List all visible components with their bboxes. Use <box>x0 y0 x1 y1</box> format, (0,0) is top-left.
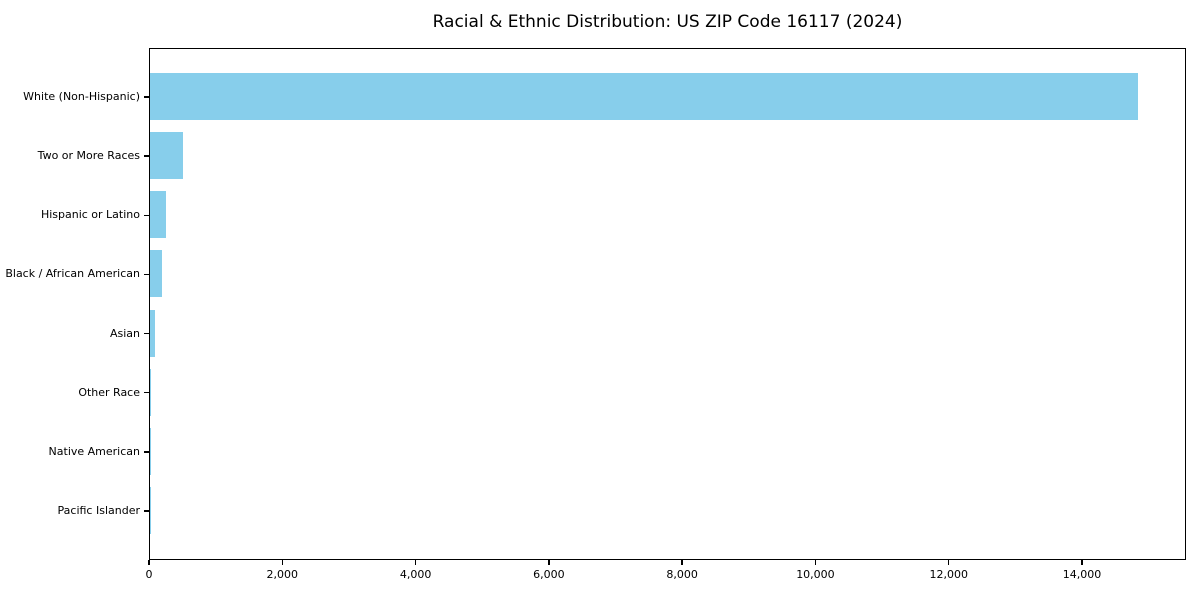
y-tick-label: Asian <box>109 326 140 340</box>
bars-layer <box>150 49 1185 559</box>
x-tick-mark <box>548 560 550 565</box>
x-tick-label: 0 <box>145 568 153 581</box>
y-tick-mark <box>144 155 149 157</box>
x-tick-mark <box>1081 560 1083 565</box>
y-tick-label: White (Non-Hispanic) <box>23 90 140 103</box>
bar-other-race <box>150 368 151 416</box>
bar-asian <box>150 309 155 357</box>
x-tick-mark <box>148 560 150 565</box>
y-tick-mark <box>144 451 149 453</box>
x-tick-label: 14,000 <box>1062 568 1102 581</box>
x-tick-mark <box>814 560 817 565</box>
x-tick-mark <box>681 560 683 565</box>
y-tick-label: Native American <box>48 444 140 458</box>
bar-black-african-american <box>150 250 162 298</box>
plot-area <box>149 48 1186 560</box>
bar-hispanic-or-latino <box>150 191 167 239</box>
x-tick-label: 6,000 <box>533 568 565 581</box>
y-tick-mark <box>144 273 149 276</box>
bar-white-non-hispanic <box>150 73 1138 120</box>
x-tick-label: 2,000 <box>266 568 299 581</box>
x-tick-label: 8,000 <box>666 568 698 581</box>
bar-two-or-more-races <box>150 132 183 180</box>
y-tick-mark <box>144 391 149 394</box>
x-tick-mark <box>947 560 950 565</box>
y-tick-label: Pacific Islander <box>57 503 140 517</box>
y-tick-mark <box>144 332 149 335</box>
y-tick-label: Two or More Races <box>37 149 140 163</box>
chart-title: Racial & Ethnic Distribution: US ZIP Cod… <box>432 12 903 32</box>
x-tick-label: 4,000 <box>399 568 432 581</box>
y-tick-mark <box>144 96 149 98</box>
y-tick-label: Hispanic or Latino <box>40 208 140 222</box>
y-tick-mark <box>144 214 149 217</box>
x-tick-mark <box>414 560 417 565</box>
y-tick-mark <box>144 510 149 512</box>
y-tick-label: Other Race <box>78 385 140 399</box>
x-tick-mark <box>281 560 284 565</box>
x-tick-label: 10,000 <box>796 568 835 581</box>
y-tick-label: Black / African American <box>5 267 140 281</box>
x-tick-label: 12,000 <box>929 568 968 581</box>
